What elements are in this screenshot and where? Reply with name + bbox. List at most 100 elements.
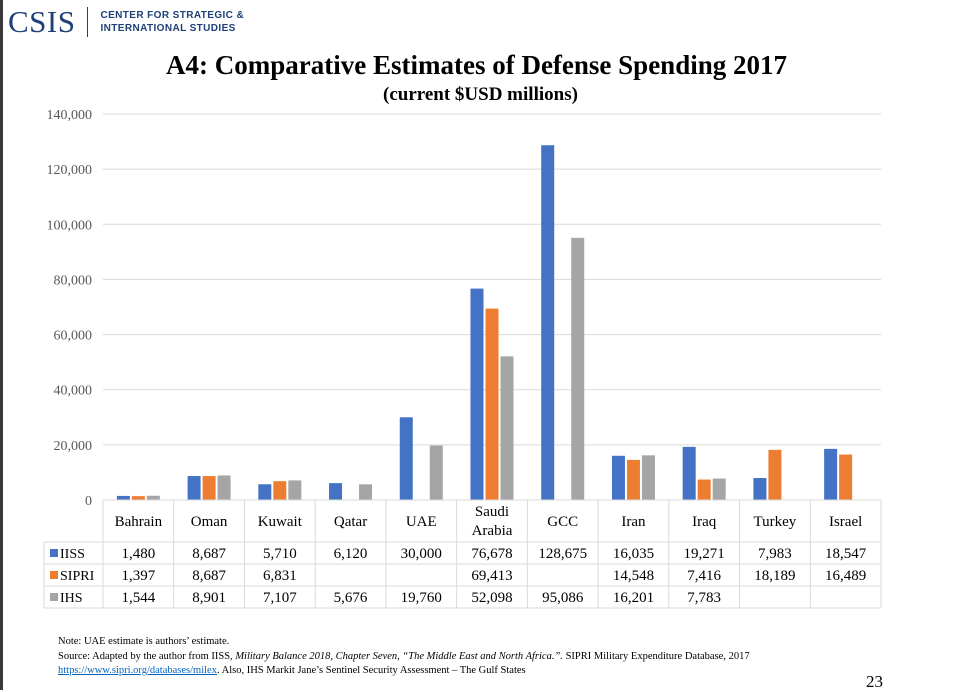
page-edge-bar bbox=[0, 0, 3, 690]
bar-ihs bbox=[571, 237, 585, 500]
y-tick-label: 60,000 bbox=[54, 329, 93, 344]
data-label: 1,544 bbox=[121, 590, 155, 606]
data-label: 6,120 bbox=[334, 546, 368, 562]
page-number: 23 bbox=[866, 672, 883, 691]
bar-iiss bbox=[470, 288, 484, 500]
bar-ihs bbox=[641, 455, 655, 500]
logo-text: CENTER FOR STRATEGIC & INTERNATIONAL STU… bbox=[100, 9, 244, 35]
y-tick-label: 120,000 bbox=[47, 163, 93, 178]
bar-ihs bbox=[359, 484, 373, 500]
data-label: 7,783 bbox=[687, 590, 721, 606]
bar-iiss bbox=[258, 484, 272, 500]
bar-sipri bbox=[131, 496, 145, 500]
bar-iiss bbox=[753, 477, 767, 500]
data-label: 1,480 bbox=[121, 546, 155, 562]
category-label: Kuwait bbox=[258, 514, 303, 530]
data-label: 14,548 bbox=[613, 568, 654, 584]
legend-key-iiss bbox=[50, 549, 58, 557]
bar-ihs bbox=[146, 495, 160, 500]
data-label: 5,710 bbox=[263, 546, 297, 562]
bar-iiss bbox=[399, 417, 413, 500]
chart-title: A4: Comparative Estimates of Defense Spe… bbox=[166, 50, 787, 80]
category-label: Iran bbox=[621, 514, 646, 530]
category-label: Saudi bbox=[475, 504, 509, 520]
category-label: Iraq bbox=[692, 514, 717, 530]
logo-line-1: CENTER FOR STRATEGIC & bbox=[100, 10, 245, 21]
bar-sipri bbox=[202, 476, 216, 500]
chart-note: Note: UAE estimate is authors’ estimate. bbox=[58, 636, 230, 647]
logo-mark: CSIS bbox=[8, 4, 76, 39]
data-label: 8,901 bbox=[192, 590, 226, 606]
bar-iiss bbox=[682, 446, 696, 500]
sipri-link[interactable]: https://www.sipri.org/databases/milex bbox=[58, 665, 217, 676]
data-label: 7,107 bbox=[263, 590, 297, 606]
csis-logo: CSIS CENTER FOR STRATEGIC & INTERNATIONA… bbox=[8, 4, 244, 40]
bar-sipri bbox=[768, 449, 782, 500]
data-label: 76,678 bbox=[471, 546, 512, 562]
chart-source: Source: Adapted by the author from IISS,… bbox=[58, 650, 918, 678]
bar-sipri bbox=[485, 308, 499, 500]
chart-subtitle: (current $USD millions) bbox=[383, 84, 578, 105]
data-label: 95,086 bbox=[542, 590, 584, 606]
data-label: 128,675 bbox=[538, 546, 587, 562]
y-tick-label: 0 bbox=[85, 494, 92, 509]
source-title: Military Balance 2018, Chapter Seven, “T… bbox=[235, 651, 563, 662]
bar-sipri bbox=[626, 459, 640, 500]
source-text-d: . Also, IHS Markit Jane’s Sentinel Secur… bbox=[216, 665, 526, 676]
bar-iiss bbox=[824, 448, 838, 500]
data-label: 52,098 bbox=[471, 590, 512, 606]
category-label: UAE bbox=[406, 514, 437, 530]
category-label: Bahrain bbox=[115, 514, 163, 530]
data-label: 69,413 bbox=[471, 568, 512, 584]
data-label: 16,489 bbox=[825, 568, 866, 584]
logo-line-2: INTERNATIONAL STUDIES bbox=[100, 23, 236, 34]
source-text-c: SIPRI Military Expenditure Database, 201… bbox=[562, 651, 750, 662]
bar-ihs bbox=[217, 475, 231, 500]
legend-key-sipri bbox=[50, 571, 58, 579]
data-label: 8,687 bbox=[192, 568, 226, 584]
bar-iiss bbox=[187, 476, 201, 500]
legend-label: IHS bbox=[60, 591, 83, 606]
category-label: Qatar bbox=[334, 514, 367, 530]
bar-iiss bbox=[541, 145, 555, 500]
bar-ihs bbox=[288, 480, 302, 500]
bar-iiss bbox=[611, 455, 625, 500]
bar-ihs bbox=[500, 356, 514, 500]
category-label: GCC bbox=[547, 514, 578, 530]
data-label: 6,831 bbox=[263, 568, 297, 584]
bar-iiss bbox=[116, 495, 130, 500]
y-tick-label: 140,000 bbox=[47, 108, 93, 123]
data-label: 18,547 bbox=[825, 546, 867, 562]
source-text-a: Source: Adapted by the author from IISS, bbox=[58, 651, 236, 662]
bar-iiss bbox=[329, 483, 343, 500]
bar-sipri bbox=[697, 479, 711, 500]
data-label: 16,201 bbox=[613, 590, 654, 606]
category-label: Israel bbox=[829, 514, 862, 530]
category-label: Arabia bbox=[472, 523, 513, 539]
data-label: 8,687 bbox=[192, 546, 226, 562]
data-label: 19,271 bbox=[684, 546, 725, 562]
category-label: Oman bbox=[191, 514, 228, 530]
data-label: 7,416 bbox=[687, 568, 721, 584]
y-tick-label: 80,000 bbox=[54, 273, 93, 288]
data-label: 18,189 bbox=[754, 568, 795, 584]
bar-ihs bbox=[429, 445, 443, 500]
data-label: 1,397 bbox=[121, 568, 155, 584]
data-label: 30,000 bbox=[401, 546, 442, 562]
bar-sipri bbox=[273, 481, 287, 500]
legend-label: SIPRI bbox=[60, 569, 95, 584]
y-tick-label: 40,000 bbox=[54, 384, 93, 399]
logo-divider bbox=[87, 7, 89, 37]
legend-label: IISS bbox=[60, 547, 85, 562]
category-label: Turkey bbox=[754, 514, 797, 530]
data-label: 19,760 bbox=[401, 590, 442, 606]
data-label: 7,983 bbox=[758, 546, 792, 562]
y-tick-label: 20,000 bbox=[54, 439, 93, 454]
legend-key-ihs bbox=[50, 593, 58, 601]
data-label: 16,035 bbox=[613, 546, 654, 562]
y-tick-label: 100,000 bbox=[47, 218, 93, 233]
data-label: 5,676 bbox=[334, 590, 368, 606]
bar-sipri bbox=[839, 454, 853, 500]
bar-ihs bbox=[712, 478, 726, 500]
